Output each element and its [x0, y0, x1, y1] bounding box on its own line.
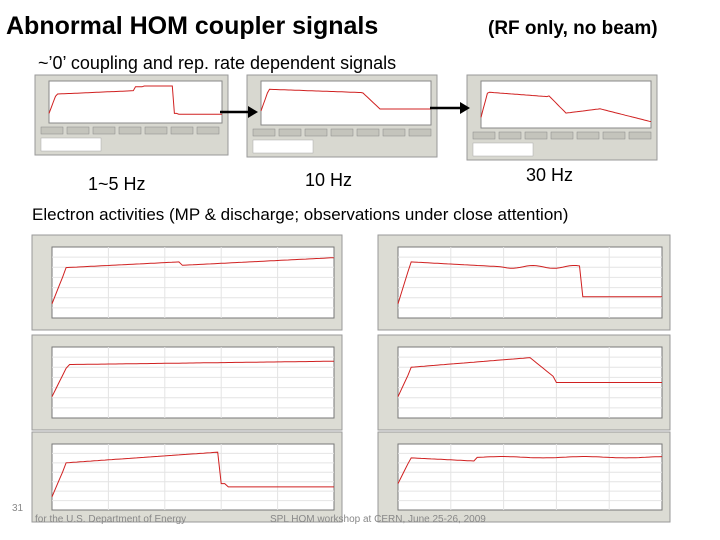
window-button — [330, 128, 354, 137]
plot-area — [260, 80, 432, 126]
plot-area — [397, 443, 663, 511]
signal-trace — [260, 88, 431, 112]
arrow-head — [248, 106, 258, 118]
window-button — [524, 131, 548, 140]
rate-label: 10 Hz — [305, 170, 353, 190]
plot-area — [51, 443, 335, 511]
window-button — [382, 128, 406, 137]
rate-label: 1~5 Hz — [88, 174, 146, 194]
window-button — [550, 131, 574, 140]
signal-trace — [397, 261, 662, 304]
signal-trace — [48, 85, 222, 115]
window-button — [304, 128, 328, 137]
window-button — [66, 126, 90, 135]
legend-box — [252, 139, 314, 154]
signal-trace — [397, 357, 662, 397]
window-button — [628, 131, 652, 140]
window-button — [92, 126, 116, 135]
window-button — [576, 131, 600, 140]
plot-area — [51, 346, 335, 419]
window-button — [170, 126, 194, 135]
legend-box — [472, 142, 534, 157]
plot-area — [48, 80, 223, 124]
title: Abnormal HOM coupler signals — [6, 12, 379, 40]
footer-center: SPL HOM workshop at CERN, June 25-26, 20… — [270, 514, 486, 525]
window-button — [356, 128, 380, 137]
window-button — [498, 131, 522, 140]
footer-left: for the U.S. Department of Energy — [35, 514, 187, 525]
window-button — [408, 128, 432, 137]
plot-area — [51, 246, 335, 319]
signal-trace — [480, 91, 652, 123]
window-button — [278, 128, 302, 137]
plot-area — [397, 246, 663, 319]
signal-trace — [51, 451, 334, 497]
window-button — [40, 126, 64, 135]
section-heading: Electron activities (MP & discharge; obs… — [32, 205, 569, 224]
window-button — [602, 131, 626, 140]
subtitle: ~’0’ coupling and rep. rate dependent si… — [38, 53, 397, 73]
window-button — [196, 126, 220, 135]
window-button — [144, 126, 168, 135]
rate-label: 30 Hz — [526, 165, 574, 185]
signal-trace — [397, 456, 663, 484]
plot-area — [480, 80, 652, 129]
signal-trace — [51, 257, 335, 304]
window-button — [252, 128, 276, 137]
arrow-head — [460, 102, 470, 114]
page-number: 31 — [12, 503, 24, 514]
signal-trace — [51, 360, 334, 397]
title-note: (RF only, no beam) — [488, 18, 658, 39]
legend-box — [40, 137, 102, 152]
window-button — [472, 131, 496, 140]
window-button — [118, 126, 142, 135]
